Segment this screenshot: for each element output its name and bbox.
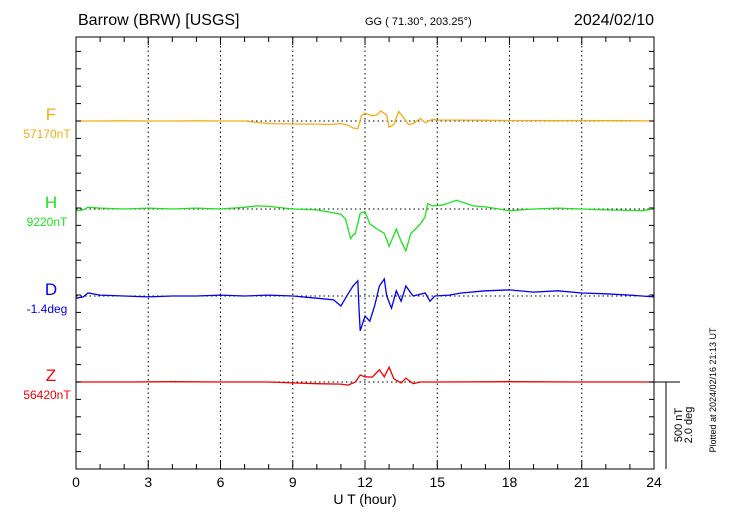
x-tick-label: 15 (429, 474, 445, 490)
station-title: Barrow (BRW) [USGS] (78, 12, 240, 29)
axis-ticks: 0 3 6 9 12 15 18 21 24 (72, 37, 662, 490)
component-labels: F 57170nT H 9220nT D -1.4deg Z 56420nT (23, 105, 71, 402)
x-tick-label: 9 (289, 474, 297, 490)
plotted-at-label: Plotted at 2024/02/16 21:13 UT (708, 327, 718, 453)
component-name-h: H (45, 193, 57, 212)
trace-z (76, 365, 654, 386)
x-tick-label: 6 (217, 474, 225, 490)
grid (76, 37, 654, 469)
component-name-d: D (45, 280, 57, 299)
traces (75, 110, 655, 386)
x-tick-label: 12 (357, 474, 373, 490)
x-tick-label: 3 (144, 474, 152, 490)
trace-f (76, 110, 655, 130)
baseline-value-z: 56420nT (23, 388, 71, 402)
trace-d (75, 277, 655, 332)
date-label: 2024/02/10 (574, 12, 654, 29)
x-tick-label: 24 (646, 474, 662, 490)
baseline-value-f: 57170nT (23, 127, 71, 141)
x-tick-label: 21 (574, 474, 590, 490)
x-axis-label: U T (hour) (333, 491, 396, 507)
trace-h (75, 199, 655, 253)
baseline-value-h: 9220nT (27, 215, 68, 229)
x-tick-label: 0 (72, 474, 80, 490)
scale-nt-label: 500 nT (673, 408, 685, 443)
coordinates-label: GG ( 71.30°, 203.25°) (365, 16, 472, 28)
x-tick-label: 18 (502, 474, 518, 490)
baseline-value-d: -1.4deg (27, 302, 68, 316)
component-name-f: F (46, 105, 56, 124)
component-name-z: Z (46, 366, 56, 385)
scale-deg-label: 2.0 deg (683, 407, 695, 444)
